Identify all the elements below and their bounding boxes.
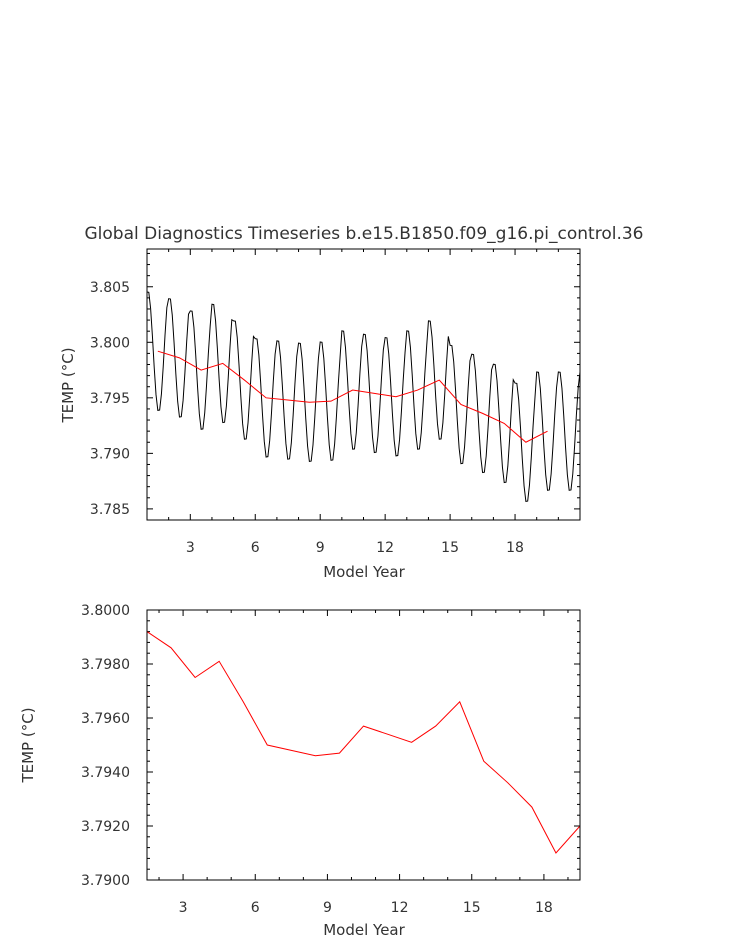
chart-1-plot-frame bbox=[146, 248, 581, 521]
x-tick-label: 9 bbox=[316, 540, 325, 556]
x-tick-label: 12 bbox=[391, 900, 409, 916]
x-tick-label: 3 bbox=[179, 900, 188, 916]
x-tick-label: 15 bbox=[463, 900, 481, 916]
y-tick-label: 3.7960 bbox=[81, 711, 130, 727]
x-tick-label: 6 bbox=[251, 900, 260, 916]
y-tick-label: 3.7920 bbox=[81, 819, 130, 835]
chart-2-series bbox=[147, 631, 580, 854]
x-tick-label: 3 bbox=[186, 540, 195, 556]
y-tick-label: 3.8000 bbox=[81, 603, 130, 619]
chart-2-plot-frame bbox=[146, 609, 581, 881]
chart-1-series bbox=[147, 291, 580, 503]
chart-2-y-axis-label: TEMP (°C) bbox=[19, 707, 37, 783]
chart-2-ticks bbox=[147, 609, 580, 881]
x-tick-label: 18 bbox=[535, 900, 553, 916]
monthly-series-line bbox=[147, 291, 580, 503]
y-tick-label: 3.805 bbox=[90, 280, 130, 296]
chart-1-ticks bbox=[146, 249, 581, 521]
y-tick-label: 3.7980 bbox=[81, 657, 130, 673]
y-tick-label: 3.800 bbox=[90, 335, 130, 351]
x-tick-label: 9 bbox=[323, 900, 332, 916]
chart-2-x-axis-label: Model Year bbox=[323, 921, 405, 939]
chart-1-x-axis-label: Model Year bbox=[323, 563, 405, 581]
annual-mean-series-line bbox=[147, 631, 580, 854]
x-tick-label: 15 bbox=[441, 540, 459, 556]
chart-1-title: Global Diagnostics Timeseries b.e15.B185… bbox=[85, 224, 644, 244]
annual-mean-series-line bbox=[157, 350, 548, 443]
y-tick-label: 3.7940 bbox=[81, 765, 130, 781]
chart-1-tick-labels: 3 6 9 12 15 18 3.785 3.790 3.795 3.800 3.805 bbox=[90, 280, 524, 556]
y-tick-label: 3.785 bbox=[90, 502, 130, 518]
y-tick-label: 3.795 bbox=[90, 391, 130, 407]
x-tick-label: 18 bbox=[506, 540, 524, 556]
y-tick-label: 3.790 bbox=[90, 446, 130, 462]
x-tick-label: 12 bbox=[376, 540, 394, 556]
y-tick-label: 3.7900 bbox=[81, 873, 130, 889]
x-tick-label: 6 bbox=[251, 540, 260, 556]
chart-2-tick-labels: 3 6 9 12 15 18 3.7900 3.7920 3.7940 3.7960 3.7980 3… bbox=[81, 603, 553, 916]
chart-1-y-axis-label: TEMP (°C) bbox=[59, 347, 77, 423]
